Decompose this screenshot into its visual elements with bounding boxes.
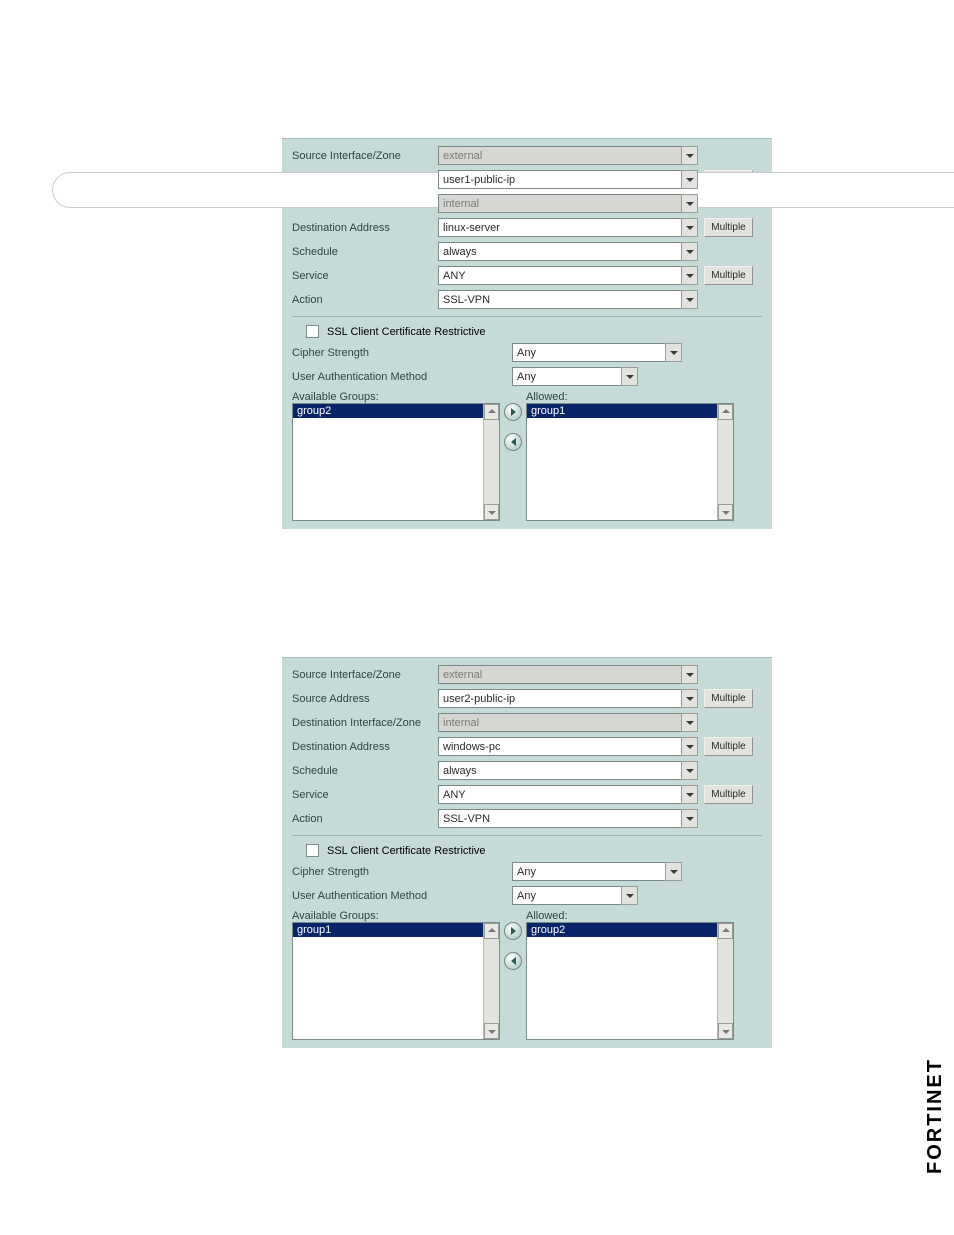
- available-groups-label: Available Groups:: [292, 910, 526, 922]
- move-left-button[interactable]: [504, 433, 522, 451]
- scrollbar[interactable]: [717, 404, 733, 520]
- ssl-cert-label: SSL Client Certificate Restrictive: [327, 326, 486, 338]
- source-address-label: Source Address: [292, 693, 438, 705]
- service-label: Service: [292, 270, 438, 282]
- list-item[interactable]: group2: [527, 923, 733, 937]
- scroll-down-icon[interactable]: [718, 504, 733, 520]
- available-groups-listbox[interactable]: group2: [292, 403, 500, 521]
- chevron-down-icon: [681, 290, 698, 309]
- source-interface-label: Source Interface/Zone: [292, 150, 438, 162]
- auth-method-label: User Authentication Method: [292, 371, 512, 383]
- section-divider: [292, 316, 762, 317]
- chevron-down-icon: [681, 146, 698, 165]
- move-right-button[interactable]: [504, 403, 522, 421]
- chevron-down-icon: [621, 367, 638, 386]
- scroll-up-icon[interactable]: [718, 404, 733, 420]
- action-label: Action: [292, 294, 438, 306]
- schedule-label: Schedule: [292, 765, 438, 777]
- source-interface-label: Source Interface/Zone: [292, 669, 438, 681]
- allowed-groups-label: Allowed:: [526, 391, 744, 403]
- destination-interface-label: Destination Interface/Zone: [292, 717, 438, 729]
- auth-method-label: User Authentication Method: [292, 890, 512, 902]
- scroll-up-icon[interactable]: [484, 923, 499, 939]
- source-address-select[interactable]: user2-public-ip: [438, 689, 698, 708]
- chevron-down-icon: [681, 218, 698, 237]
- scroll-up-icon[interactable]: [484, 404, 499, 420]
- cipher-strength-select[interactable]: Any: [512, 343, 682, 362]
- destination-address-select[interactable]: linux-server: [438, 218, 698, 237]
- multiple-button[interactable]: Multiple: [704, 266, 753, 285]
- source-interface-select[interactable]: external: [438, 146, 698, 165]
- section-divider: [292, 835, 762, 836]
- list-item[interactable]: group1: [527, 404, 733, 418]
- scrollbar[interactable]: [483, 404, 499, 520]
- move-right-button[interactable]: [504, 922, 522, 940]
- scroll-down-icon[interactable]: [718, 1023, 733, 1039]
- allowed-groups-listbox[interactable]: group1: [526, 403, 734, 521]
- chevron-down-icon: [621, 886, 638, 905]
- move-left-button[interactable]: [504, 952, 522, 970]
- destination-interface-select[interactable]: internal: [438, 194, 698, 213]
- multiple-button[interactable]: Multiple: [704, 218, 753, 237]
- chevron-down-icon: [681, 785, 698, 804]
- chevron-down-icon: [681, 266, 698, 285]
- chevron-down-icon: [681, 737, 698, 756]
- action-select[interactable]: SSL-VPN: [438, 290, 698, 309]
- policy-form-panel-2: Source Interface/Zone external Source Ad…: [282, 657, 772, 1048]
- multiple-button[interactable]: Multiple: [704, 785, 753, 804]
- auth-method-select[interactable]: Any: [512, 886, 638, 905]
- chevron-down-icon: [681, 761, 698, 780]
- destination-address-label: Destination Address: [292, 222, 438, 234]
- chevron-down-icon: [681, 689, 698, 708]
- scroll-down-icon[interactable]: [484, 1023, 499, 1039]
- chevron-down-icon: [681, 713, 698, 732]
- ssl-cert-label: SSL Client Certificate Restrictive: [327, 845, 486, 857]
- chevron-down-icon: [681, 665, 698, 684]
- available-groups-label: Available Groups:: [292, 391, 526, 403]
- schedule-label: Schedule: [292, 246, 438, 258]
- multiple-button[interactable]: Multiple: [704, 737, 753, 756]
- chevron-down-icon: [665, 343, 682, 362]
- ssl-cert-checkbox[interactable]: [306, 844, 319, 857]
- schedule-select[interactable]: always: [438, 761, 698, 780]
- action-label: Action: [292, 813, 438, 825]
- chevron-down-icon: [665, 862, 682, 881]
- chevron-down-icon: [681, 242, 698, 261]
- source-address-select[interactable]: user1-public-ip: [438, 170, 698, 189]
- service-select[interactable]: ANY: [438, 785, 698, 804]
- brand-logo: FORTINET: [924, 1058, 947, 1174]
- auth-method-select[interactable]: Any: [512, 367, 638, 386]
- source-interface-select[interactable]: external: [438, 665, 698, 684]
- cipher-strength-label: Cipher Strength: [292, 347, 512, 359]
- destination-address-select[interactable]: windows-pc: [438, 737, 698, 756]
- chevron-down-icon: [681, 194, 698, 213]
- allowed-groups-label: Allowed:: [526, 910, 744, 922]
- multiple-button[interactable]: Multiple: [704, 689, 753, 708]
- chevron-down-icon: [681, 809, 698, 828]
- service-label: Service: [292, 789, 438, 801]
- scrollbar[interactable]: [717, 923, 733, 1039]
- destination-interface-select[interactable]: internal: [438, 713, 698, 732]
- destination-address-label: Destination Address: [292, 741, 438, 753]
- allowed-groups-listbox[interactable]: group2: [526, 922, 734, 1040]
- service-select[interactable]: ANY: [438, 266, 698, 285]
- chevron-down-icon: [681, 170, 698, 189]
- schedule-select[interactable]: always: [438, 242, 698, 261]
- scroll-up-icon[interactable]: [718, 923, 733, 939]
- available-groups-listbox[interactable]: group1: [292, 922, 500, 1040]
- scrollbar[interactable]: [483, 923, 499, 1039]
- action-select[interactable]: SSL-VPN: [438, 809, 698, 828]
- list-item[interactable]: group2: [293, 404, 499, 418]
- list-item[interactable]: group1: [293, 923, 499, 937]
- cipher-strength-select[interactable]: Any: [512, 862, 682, 881]
- scroll-down-icon[interactable]: [484, 504, 499, 520]
- cipher-strength-label: Cipher Strength: [292, 866, 512, 878]
- ssl-cert-checkbox[interactable]: [306, 325, 319, 338]
